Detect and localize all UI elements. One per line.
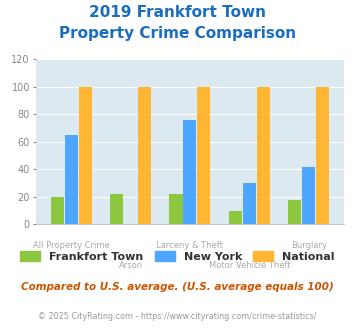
Bar: [138, 87, 151, 224]
Bar: [51, 197, 64, 224]
Bar: [169, 194, 182, 224]
Bar: [65, 135, 78, 224]
Text: Larceny & Theft: Larceny & Theft: [157, 241, 223, 250]
Bar: [288, 200, 301, 224]
Text: Burglary: Burglary: [291, 241, 327, 250]
Bar: [316, 87, 329, 224]
Text: All Property Crime: All Property Crime: [33, 241, 109, 250]
Bar: [197, 87, 211, 224]
Bar: [229, 211, 242, 224]
Text: Compared to U.S. average. (U.S. average equals 100): Compared to U.S. average. (U.S. average …: [21, 282, 334, 292]
Text: 2019 Frankfort Town: 2019 Frankfort Town: [89, 5, 266, 20]
Text: © 2025 CityRating.com - https://www.cityrating.com/crime-statistics/: © 2025 CityRating.com - https://www.city…: [38, 312, 317, 321]
Legend: Frankfort Town, New York, National: Frankfort Town, New York, National: [17, 248, 338, 266]
Bar: [302, 167, 315, 224]
Text: Property Crime Comparison: Property Crime Comparison: [59, 26, 296, 41]
Bar: [257, 87, 270, 224]
Bar: [243, 183, 256, 224]
Bar: [184, 120, 196, 224]
Bar: [78, 87, 92, 224]
Text: Arson: Arson: [119, 261, 143, 270]
Bar: [110, 194, 123, 224]
Text: Motor Vehicle Theft: Motor Vehicle Theft: [208, 261, 290, 270]
